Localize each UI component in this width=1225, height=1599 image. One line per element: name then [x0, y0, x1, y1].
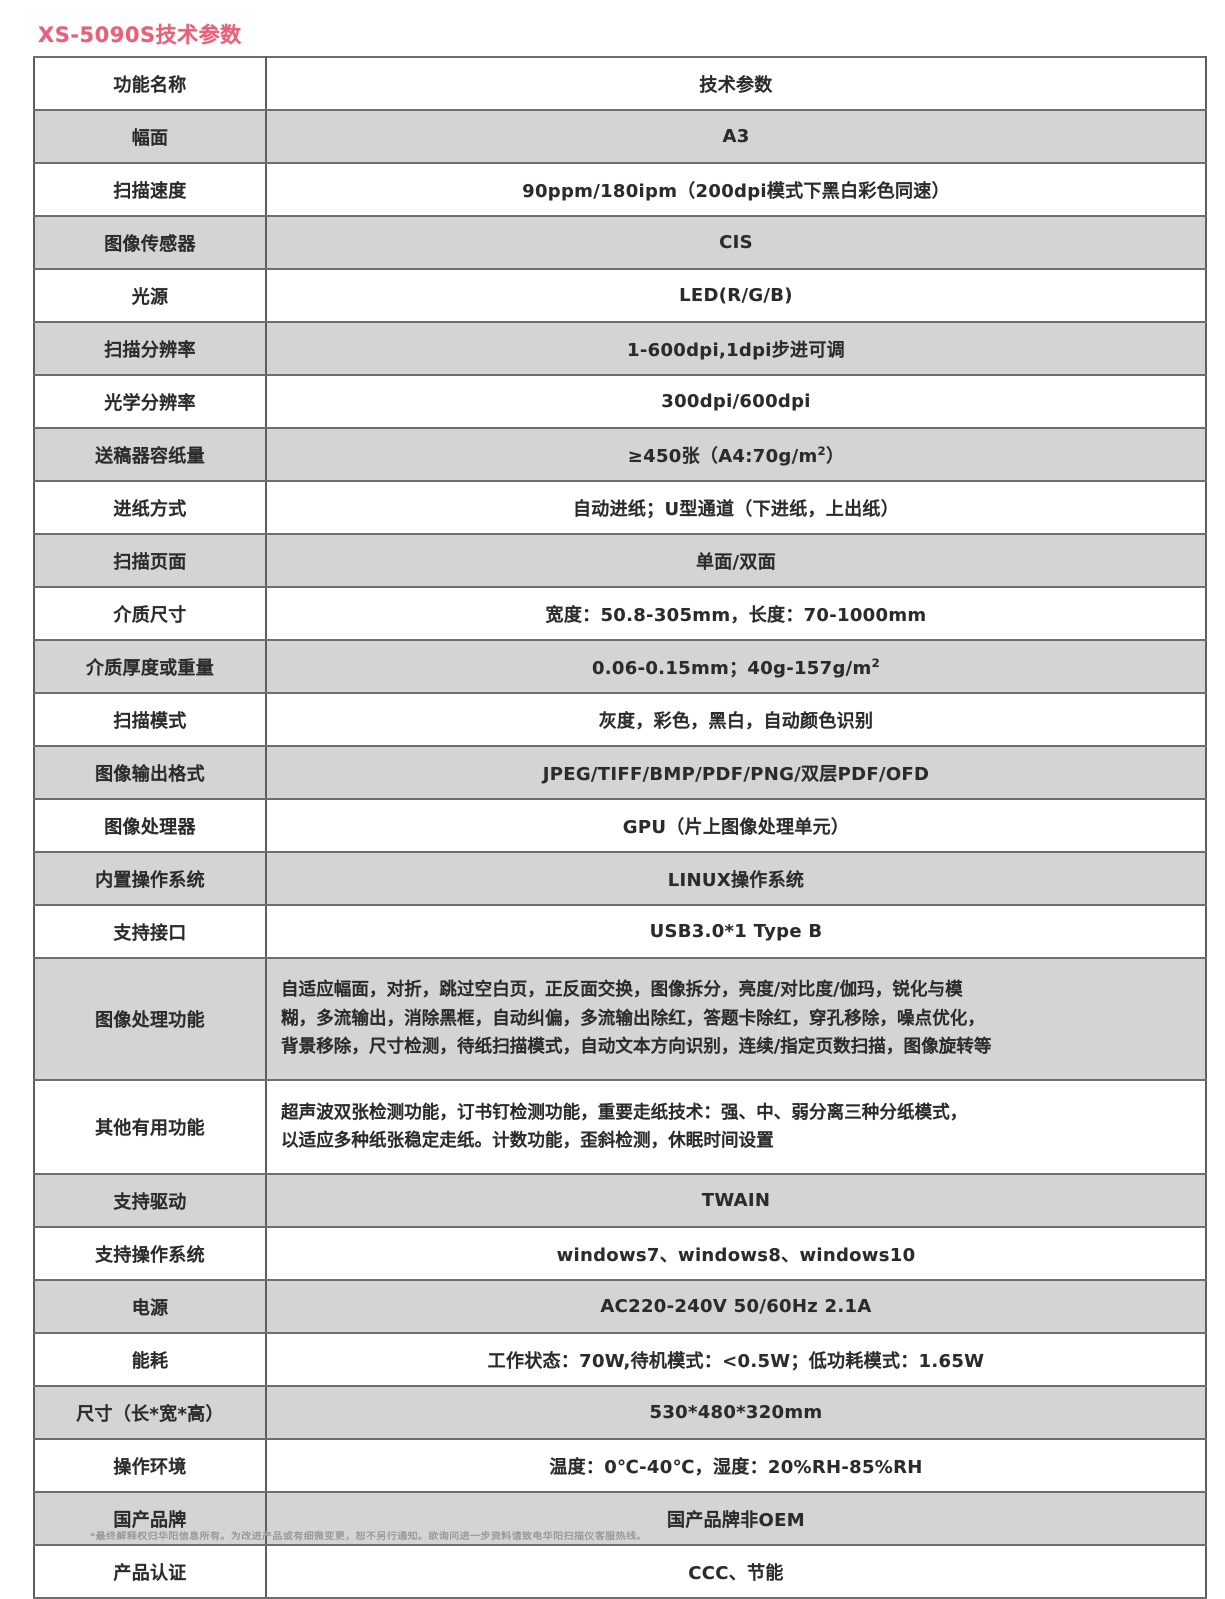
spec-value-cell: 300dpi/600dpi [265, 374, 1207, 429]
spec-label-cell: 图像处理功能 [33, 957, 267, 1081]
spec-value-cell: 超声波双张检测功能，订书钉检测功能，重要走纸技术：强、中、弱分离三种分纸模式， 以… [265, 1079, 1207, 1175]
spec-label-cell: 能耗 [33, 1332, 267, 1387]
spec-label-cell: 扫描分辨率 [33, 321, 267, 376]
table-row: 扫描页面 单面/双面 [33, 533, 1207, 588]
spec-value-cell: 1-600dpi,1dpi步进可调 [265, 321, 1207, 376]
spec-label-cell: 产品认证 [33, 1544, 267, 1599]
spec-value-cell: 自动进纸；U型通道（下进纸，上出纸） [265, 480, 1207, 535]
page-title: XS-5090S技术参数 [38, 23, 242, 47]
table-row: 图像处理功能 自适应幅面，对折，跳过空白页，正反面交换，图像拆分，亮度/对比度/伽… [33, 957, 1207, 1081]
spec-value-line: 自适应幅面，对折，跳过空白页，正反面交换，图像拆分，亮度/对比度/伽玛，锐化与模 [281, 980, 963, 1001]
spec-label-cell: 电源 [33, 1279, 267, 1334]
table-row: 光源 LED(R/G/B) [33, 268, 1207, 323]
spec-label-cell: 支持接口 [33, 904, 267, 959]
table-row: 图像传感器 CIS [33, 215, 1207, 270]
spec-value-cell: 530*480*320mm [265, 1385, 1207, 1440]
spec-value-cell: 工作状态：70W,待机模式：<0.5W；低功耗模式：1.65W [265, 1332, 1207, 1387]
table-row: 进纸方式 自动进纸；U型通道（下进纸，上出纸） [33, 480, 1207, 535]
spec-label-cell: 光源 [33, 268, 267, 323]
spec-value-cell: JPEG/TIFF/BMP/PDF/PNG/双层PDF/OFD [265, 745, 1207, 800]
spec-label-cell: 操作环境 [33, 1438, 267, 1493]
table-row: 扫描分辨率 1-600dpi,1dpi步进可调 [33, 321, 1207, 376]
table-row: 内置操作系统 LINUX操作系统 [33, 851, 1207, 906]
spec-label-cell: 幅面 [33, 109, 267, 164]
spec-value-cell: LINUX操作系统 [265, 851, 1207, 906]
spec-value-line: 糊，多流输出，消除黑框，自动纠偏，多流输出除红，答题卡除红，穿孔移除，噪点优化， [281, 1008, 985, 1029]
table-row: 功能名称 技术参数 [33, 56, 1207, 111]
table-row: 电源 AC220-240V 50/60Hz 2.1A [33, 1279, 1207, 1334]
spec-value-cell: windows7、windows8、windows10 [265, 1226, 1207, 1281]
table-row: 支持驱动 TWAIN [33, 1173, 1207, 1228]
spec-value-cell: 国产品牌非OEM [265, 1491, 1207, 1546]
spec-label-cell: 扫描模式 [33, 692, 267, 747]
spec-value-cell: TWAIN [265, 1173, 1207, 1228]
spec-value-cell: LED(R/G/B) [265, 268, 1207, 323]
spec-label-cell: 介质厚度或重量 [33, 639, 267, 694]
spec-value-cell: 温度：0℃-40℃，湿度：20%RH-85%RH [265, 1438, 1207, 1493]
table-row: 图像处理器 GPU（片上图像处理单元） [33, 798, 1207, 853]
spec-label-cell: 进纸方式 [33, 480, 267, 535]
spec-value-cell: 0.06-0.15mm；40g-157g/m2 [265, 639, 1207, 694]
technical-specification-table: 功能名称 技术参数 幅面 A3 扫描速度 90ppm/180ipm（200dpi模式下黑白… [33, 56, 1207, 1599]
spec-label-cell: 尺寸（长*宽*高） [33, 1385, 267, 1440]
spec-label-cell: 图像传感器 [33, 215, 267, 270]
spec-label-cell: 扫描页面 [33, 533, 267, 588]
table-row: 送稿器容纸量 ≥450张（A4:70g/m2） [33, 427, 1207, 482]
table-row: 国产品牌 国产品牌非OEM [33, 1491, 1207, 1546]
spec-value-cell: ≥450张（A4:70g/m2） [265, 427, 1207, 482]
table-row: 扫描速度 90ppm/180ipm（200dpi模式下黑白彩色同速） [33, 162, 1207, 217]
spec-value-cell: GPU（片上图像处理单元） [265, 798, 1207, 853]
spec-label-cell: 支持驱动 [33, 1173, 267, 1228]
table-row: 支持接口 USB3.0*1 Type B [33, 904, 1207, 959]
table-row: 尺寸（长*宽*高） 530*480*320mm [33, 1385, 1207, 1440]
spec-value-cell: 自适应幅面，对折，跳过空白页，正反面交换，图像拆分，亮度/对比度/伽玛，锐化与模… [265, 957, 1207, 1081]
table-row: 支持操作系统 windows7、windows8、windows10 [33, 1226, 1207, 1281]
spec-label-cell: 光学分辨率 [33, 374, 267, 429]
table-row: 其他有用功能 超声波双张检测功能，订书钉检测功能，重要走纸技术：强、中、弱分离三种… [33, 1079, 1207, 1175]
spec-value-cell: AC220-240V 50/60Hz 2.1A [265, 1279, 1207, 1334]
table-row: 扫描模式 灰度，彩色，黑白，自动颜色识别 [33, 692, 1207, 747]
spec-value-cell: CCC、节能 [265, 1544, 1207, 1599]
table-row: 光学分辨率 300dpi/600dpi [33, 374, 1207, 429]
table-row: 能耗 工作状态：70W,待机模式：<0.5W；低功耗模式：1.65W [33, 1332, 1207, 1387]
spec-label-cell: 支持操作系统 [33, 1226, 267, 1281]
spec-value-cell: A3 [265, 109, 1207, 164]
table-row: 操作环境 温度：0℃-40℃，湿度：20%RH-85%RH [33, 1438, 1207, 1493]
table-row: 产品认证 CCC、节能 [33, 1544, 1207, 1599]
spec-value-cell: USB3.0*1 Type B [265, 904, 1207, 959]
spec-value-cell: 单面/双面 [265, 533, 1207, 588]
spec-label-cell: 其他有用功能 [33, 1079, 267, 1175]
spec-value-cell: 宽度：50.8-305mm，长度：70-1000mm [265, 586, 1207, 641]
spec-value-cell: 90ppm/180ipm（200dpi模式下黑白彩色同速） [265, 162, 1207, 217]
spec-label-cell: 送稿器容纸量 [33, 427, 267, 482]
table-row: 介质尺寸 宽度：50.8-305mm，长度：70-1000mm [33, 586, 1207, 641]
table-row: 幅面 A3 [33, 109, 1207, 164]
table-row: 图像输出格式 JPEG/TIFF/BMP/PDF/PNG/双层PDF/OFD [33, 745, 1207, 800]
spec-label-cell: 内置操作系统 [33, 851, 267, 906]
table-row: 介质厚度或重量 0.06-0.15mm；40g-157g/m2 [33, 639, 1207, 694]
footnote-disclaimer: *最终解释权归华阳信息所有。为改进产品或有细微变更，恕不另行通知。欲询问进一步资… [90, 1531, 647, 1542]
spec-value-line: 以适应多种纸张稳定走纸。计数功能，歪斜检测，休眠时间设置 [281, 1131, 774, 1151]
spec-value-cell: 灰度，彩色，黑白，自动颜色识别 [265, 692, 1207, 747]
spec-label-cell: 扫描速度 [33, 162, 267, 217]
spec-label-cell: 国产品牌 [33, 1491, 267, 1546]
spec-label-cell: 介质尺寸 [33, 586, 267, 641]
spec-label-cell: 功能名称 [33, 56, 267, 111]
spec-value-cell: CIS [265, 215, 1207, 270]
spec-value-line: 背景移除，尺寸检测，待纸扫描模式，自动文本方向识别，连续/指定页数扫描，图像旋转… [281, 1037, 992, 1058]
spec-label-cell: 图像输出格式 [33, 745, 267, 800]
spec-value-cell: 技术参数 [265, 56, 1207, 111]
spec-value-line: 超声波双张检测功能，订书钉检测功能，重要走纸技术：强、中、弱分离三种分纸模式， [281, 1102, 968, 1123]
spec-label-cell: 图像处理器 [33, 798, 267, 853]
